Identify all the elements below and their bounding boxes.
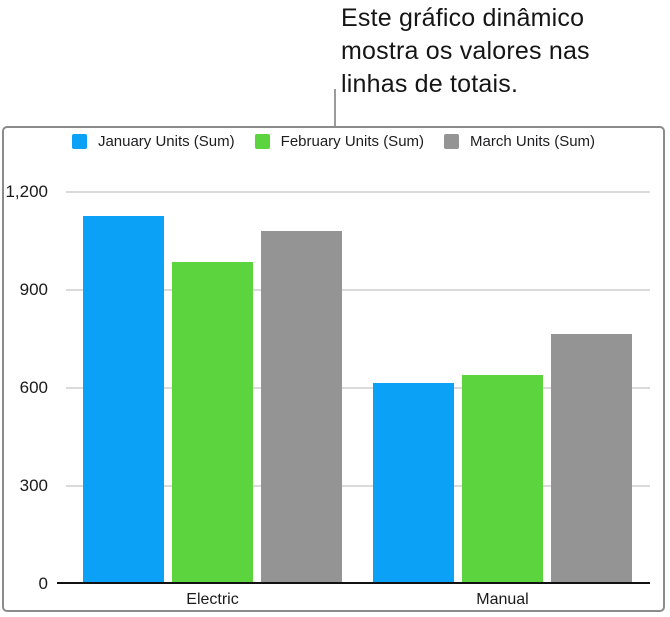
annotation-line-3: linhas de totais. [341,70,519,98]
x-axis-line [57,582,650,584]
annotation-connector-line [334,89,336,127]
x-axis-category-label: Electric [186,591,239,608]
bar-january-manual [373,383,454,582]
plot-area: 0 300 600 900 1,200 Electric Manual [5,182,650,608]
legend-label: March Units (Sum) [470,133,596,150]
y-axis-tick-label: 0 [38,574,48,593]
chart-panel: January Units (Sum) February Units (Sum) M… [2,126,665,612]
legend-swatch-icon [444,134,460,149]
legend-item-march: March Units (Sum) [444,133,595,150]
y-axis-tick-label: 900 [19,280,48,299]
bar-group-electric [83,216,342,582]
legend-swatch-icon [71,134,87,149]
bar-march-manual [551,334,632,582]
legend-item-january: January Units (Sum) [71,133,235,150]
legend-label: February Units (Sum) [280,133,425,150]
y-axis-tick-label: 300 [19,476,48,495]
legend-label: January Units (Sum) [97,133,235,150]
bar-february-manual [462,375,543,582]
legend-swatch-icon [254,134,270,149]
y-axis-tick-label: 1,200 [5,182,48,201]
bar-january-electric [83,216,164,582]
chart-legend: January Units (Sum) February Units (Sum) M… [4,133,663,150]
legend-item-february: February Units (Sum) [254,133,425,150]
bar-march-electric [261,231,342,582]
bar-group-manual [373,334,632,582]
gridline-900 [66,289,650,291]
annotation-line-2: mostra os valores nas [341,37,590,65]
gridline-600 [66,387,650,389]
gridline-1200 [66,191,650,193]
gridline-300 [66,485,650,487]
x-axis-category-label: Manual [476,591,529,608]
annotation-text: Este gráfico dinâmico mostra os valores … [341,2,590,101]
annotation-line-1: Este gráfico dinâmico [341,4,585,32]
y-axis-tick-label: 600 [19,378,48,397]
bar-february-electric [172,262,253,582]
